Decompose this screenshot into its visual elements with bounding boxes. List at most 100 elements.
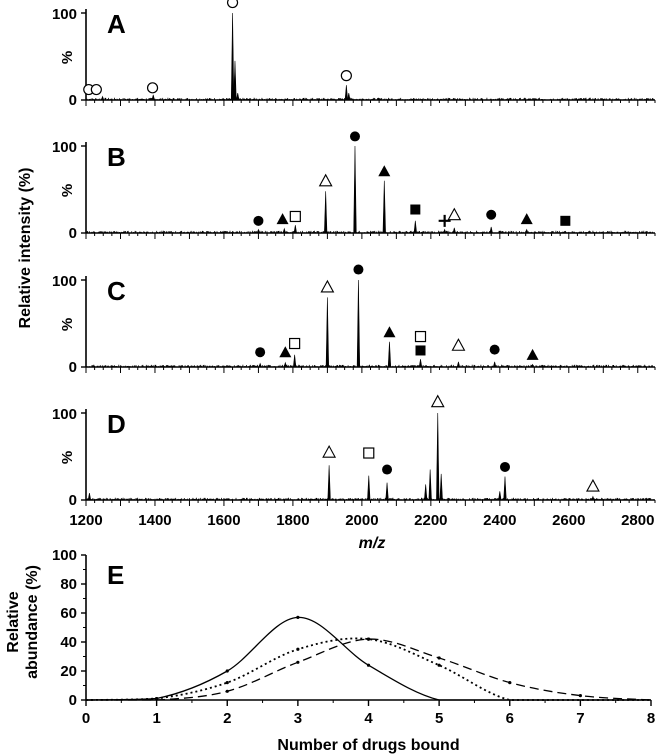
y-tick-label-100: 100 bbox=[52, 6, 77, 23]
peak bbox=[418, 359, 423, 368]
peak bbox=[258, 362, 262, 368]
y-tick-label: 60 bbox=[60, 605, 77, 622]
data-point bbox=[366, 663, 371, 667]
y-axis-percent-label: % bbox=[59, 318, 76, 331]
panel-label: C bbox=[107, 276, 126, 306]
baseline-noise bbox=[85, 230, 654, 233]
peak bbox=[283, 361, 288, 368]
y-tick-label: 100 bbox=[52, 547, 77, 564]
x-tick-label: 7 bbox=[576, 710, 584, 727]
x-tick-label: 8 bbox=[647, 710, 655, 727]
y-tick-label-0: 0 bbox=[69, 359, 77, 376]
filled-square-marker bbox=[560, 215, 571, 226]
peak bbox=[442, 228, 447, 234]
peak bbox=[347, 92, 351, 101]
data-point bbox=[225, 669, 229, 673]
data-point bbox=[296, 647, 300, 651]
peak bbox=[436, 412, 440, 501]
y-tick-label-0: 0 bbox=[69, 92, 77, 109]
x-tick-label: 1600 bbox=[207, 512, 240, 529]
relative-abundance-axis-title: Relative abundance (%) bbox=[5, 565, 41, 679]
x-tick-label: 3 bbox=[294, 710, 302, 727]
open-triangle-marker bbox=[320, 279, 335, 293]
peak bbox=[530, 363, 535, 368]
y-tick-label: 80 bbox=[60, 576, 77, 593]
panel-label: E bbox=[107, 560, 124, 590]
peak bbox=[256, 228, 261, 234]
peak bbox=[292, 354, 297, 368]
peak bbox=[293, 225, 297, 234]
open-square-marker bbox=[289, 337, 301, 350]
spectra-panels: 100 0% A 100 0% B 100 0% C 100 0% D 1200 1400 1600 1800… bbox=[52, 0, 656, 529]
filled-triangle-marker bbox=[378, 165, 391, 177]
filled-circle-marker bbox=[353, 264, 364, 275]
x-tick-label: 1400 bbox=[138, 512, 171, 529]
x-tick-label: 5 bbox=[435, 710, 443, 727]
mz-axis-title: m/z bbox=[359, 535, 386, 552]
peak bbox=[353, 145, 357, 234]
filled-triangle-marker bbox=[279, 346, 292, 358]
open-circle-marker bbox=[340, 70, 352, 82]
open-square-marker bbox=[414, 330, 427, 343]
peak bbox=[236, 92, 240, 101]
dotted-distribution-line bbox=[85, 637, 651, 701]
data-point bbox=[508, 681, 512, 685]
y-tick-label: 0 bbox=[69, 692, 77, 709]
peak bbox=[325, 297, 329, 368]
peak bbox=[456, 361, 461, 368]
peak bbox=[413, 220, 417, 234]
x-tick-label: 2400 bbox=[483, 512, 516, 529]
x-tick-label: 2 bbox=[223, 710, 231, 727]
open-triangle-marker bbox=[451, 338, 466, 351]
x-tick-label: 2800 bbox=[621, 512, 654, 529]
panel-label: A bbox=[107, 9, 126, 39]
data-point bbox=[225, 689, 229, 693]
peak bbox=[439, 473, 443, 501]
y-axis-percent-label: % bbox=[59, 184, 76, 197]
y-tick-label: 20 bbox=[60, 663, 77, 680]
peak bbox=[524, 228, 529, 234]
data-point bbox=[437, 663, 441, 667]
filled-circle-marker bbox=[489, 344, 500, 355]
peak bbox=[356, 279, 361, 368]
baseline-noise bbox=[85, 97, 654, 100]
plus-marker bbox=[438, 214, 451, 227]
open-circle-marker bbox=[90, 83, 102, 96]
spectrum-panel-d: 100 0% D 1200 1400 1600 1800 2000 2200 2400 2600 28… bbox=[52, 394, 656, 529]
peak bbox=[324, 191, 328, 234]
peak bbox=[327, 465, 331, 501]
peak bbox=[367, 475, 371, 501]
y-tick-label-100: 100 bbox=[52, 406, 77, 423]
data-point bbox=[225, 681, 229, 685]
x-tick-label: 2600 bbox=[552, 512, 585, 529]
open-triangle-marker bbox=[318, 173, 333, 187]
dashed-distribution-line bbox=[86, 638, 652, 701]
open-square-marker bbox=[363, 447, 375, 459]
baseline-noise bbox=[85, 364, 654, 367]
peak bbox=[151, 94, 155, 101]
peak bbox=[489, 226, 493, 234]
axis-title-line: Relative bbox=[5, 591, 22, 652]
filled-triangle-marker bbox=[520, 213, 533, 225]
filled-square-marker bbox=[415, 345, 426, 356]
open-triangle-marker bbox=[447, 207, 462, 221]
panel-label: B bbox=[107, 142, 126, 172]
y-axis-percent-label: % bbox=[59, 451, 76, 464]
data-point bbox=[296, 615, 300, 619]
filled-triangle-marker bbox=[526, 348, 539, 360]
data-point bbox=[296, 660, 300, 664]
x-tick-label: 6 bbox=[506, 710, 514, 727]
peak bbox=[498, 491, 502, 501]
panel-label: D bbox=[107, 409, 126, 439]
filled-circle-marker bbox=[255, 347, 266, 358]
y-tick-label-100: 100 bbox=[52, 139, 77, 156]
x-tick-label: 2200 bbox=[414, 512, 447, 529]
peak bbox=[452, 227, 456, 234]
y-tick-label-0: 0 bbox=[69, 492, 77, 509]
peak bbox=[563, 230, 568, 234]
solid-distribution-line bbox=[85, 616, 651, 701]
open-square-marker bbox=[289, 210, 301, 223]
y-tick-label: 40 bbox=[60, 634, 77, 651]
open-triangle-marker bbox=[322, 445, 337, 458]
